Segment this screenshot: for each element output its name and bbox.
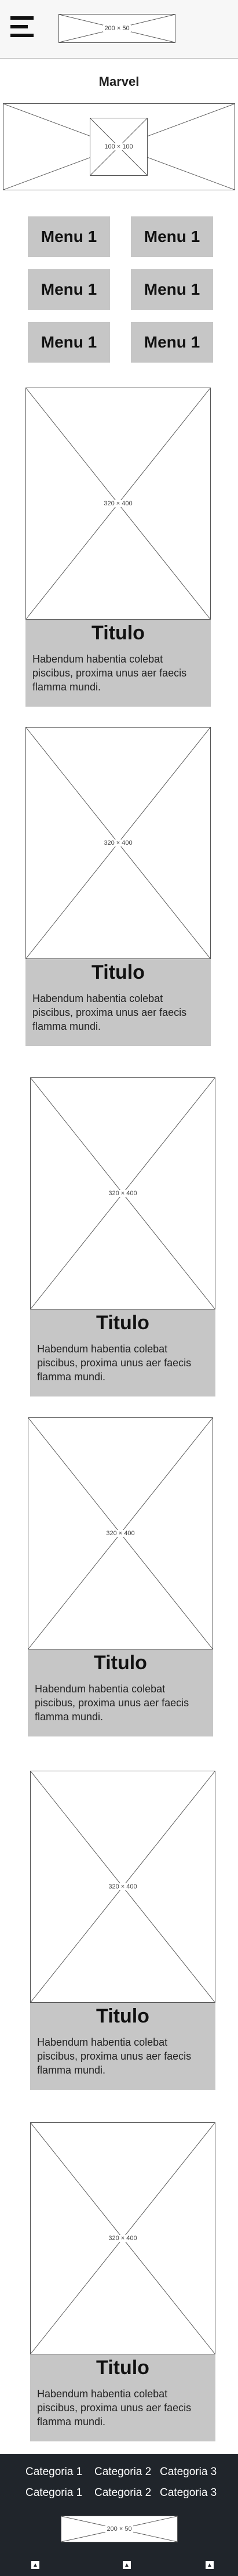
- menu-button-3[interactable]: Menu 1: [28, 269, 110, 310]
- card-title: Titulo: [91, 961, 145, 983]
- card-image-label: 320 × 400: [107, 1190, 138, 1197]
- footer-category-link[interactable]: Categoria 2: [94, 2466, 152, 2478]
- card-image[interactable]: 320 × 400: [25, 727, 211, 959]
- footer-category-link[interactable]: Categoria 3: [160, 2487, 217, 2499]
- card-text: Habendum habentia colebat piscibus, prox…: [35, 1683, 189, 1723]
- card-title: Titulo: [96, 1312, 149, 1334]
- card-body: [28, 1649, 213, 1736]
- footer-logo-placeholder[interactable]: 200 × 50: [61, 2516, 178, 2542]
- hero-logo-label: 100 × 100: [103, 143, 134, 150]
- footer-category-link[interactable]: Categoria 3: [160, 2466, 217, 2478]
- footer: Categoria 1 Categoria 2 Categoria 3 Cate…: [0, 2454, 238, 2576]
- hamburger-icon[interactable]: [10, 16, 34, 37]
- card-image-label: 320 × 400: [105, 1530, 136, 1537]
- header-logo-placeholder[interactable]: 200 × 50: [58, 14, 175, 43]
- footer-button[interactable]: ▲: [123, 2561, 131, 2569]
- caret-up-icon: ▲: [124, 2561, 130, 2568]
- card-image[interactable]: 320 × 400: [25, 388, 211, 620]
- card-image[interactable]: 320 × 400: [28, 1417, 213, 1649]
- menu-button-6[interactable]: Menu 1: [131, 322, 213, 363]
- brand-name: Marvel: [98, 74, 140, 89]
- card-text: Habendum habentia colebat piscibus, prox…: [37, 2036, 192, 2076]
- card-body: [25, 959, 211, 1046]
- card-image-label: 320 × 400: [102, 500, 134, 507]
- card-text: Habendum habentia colebat piscibus, prox…: [32, 653, 187, 693]
- card-text: Habendum habentia colebat piscibus, prox…: [37, 2388, 192, 2427]
- card-image[interactable]: 320 × 400: [30, 1771, 215, 2003]
- footer-category-link[interactable]: Categoria 1: [25, 2466, 83, 2478]
- card-image-label: 320 × 400: [102, 840, 134, 846]
- hero-logo-placeholder: 100 × 100: [90, 118, 148, 176]
- caret-up-icon: ▲: [207, 2561, 213, 2568]
- card-image[interactable]: 320 × 400: [30, 2122, 215, 2354]
- card-title: Titulo: [94, 1652, 147, 1674]
- footer-button[interactable]: ▲: [31, 2561, 39, 2569]
- card-title: Titulo: [96, 2005, 149, 2027]
- menu-button-4[interactable]: Menu 1: [131, 269, 213, 310]
- card-image-label: 320 × 400: [107, 1883, 138, 1890]
- footer-category-link[interactable]: Categoria 1: [25, 2487, 83, 2499]
- card-image[interactable]: 320 × 400: [30, 1077, 215, 1309]
- header-logo-label: 200 × 50: [103, 25, 131, 32]
- card-body: [30, 2354, 215, 2441]
- menu-button-2[interactable]: Menu 1: [131, 216, 213, 257]
- card-body: [30, 2003, 215, 2090]
- footer-category-link[interactable]: Categoria 2: [94, 2487, 152, 2499]
- caret-up-icon: ▲: [32, 2561, 38, 2568]
- menu-button-5[interactable]: Menu 1: [28, 322, 110, 363]
- card-image-label: 320 × 400: [107, 2235, 138, 2242]
- card-body: [25, 620, 211, 707]
- card-body: [30, 1309, 215, 1396]
- menu-button-1[interactable]: Menu 1: [28, 216, 110, 257]
- header: 200 × 50: [0, 0, 238, 59]
- footer-logo-label: 200 × 50: [105, 2526, 133, 2532]
- footer-button[interactable]: ▲: [206, 2561, 214, 2569]
- card-text: Habendum habentia colebat piscibus, prox…: [37, 1343, 192, 1383]
- card-title: Titulo: [91, 622, 145, 644]
- card-text: Habendum habentia colebat piscibus, prox…: [32, 993, 187, 1032]
- card-title: Titulo: [96, 2357, 149, 2379]
